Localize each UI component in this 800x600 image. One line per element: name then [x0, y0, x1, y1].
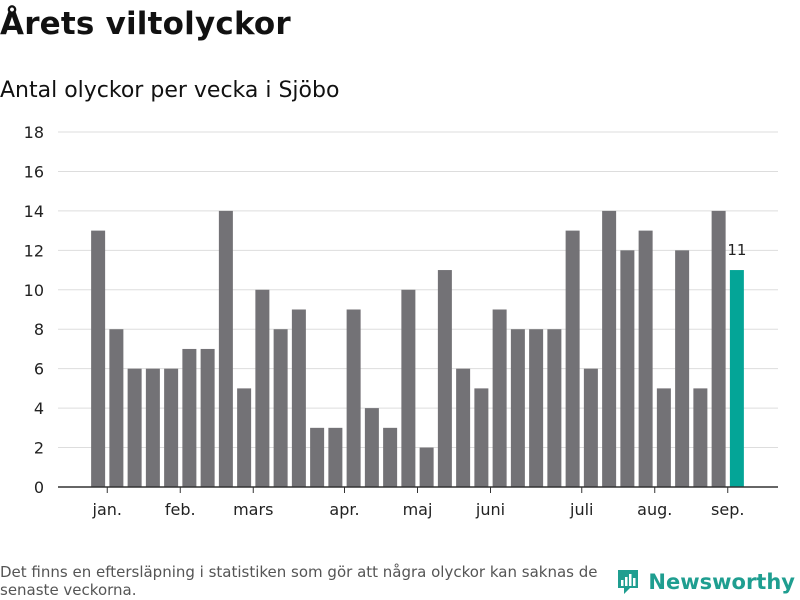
bar [492, 309, 507, 487]
y-tick-label: 2 [34, 439, 44, 458]
bar [565, 230, 580, 487]
x-tick-label: juni [475, 500, 505, 519]
bar [602, 210, 617, 487]
x-tick-label: feb. [165, 500, 196, 519]
bar [638, 230, 653, 487]
y-tick-label: 18 [24, 123, 44, 142]
bar [164, 368, 179, 487]
bar [127, 368, 142, 487]
y-tick-label: 12 [24, 241, 44, 260]
y-tick-label: 10 [24, 281, 44, 300]
bar [529, 329, 544, 487]
bar [675, 250, 690, 487]
gridlines [58, 131, 778, 449]
bar [401, 289, 416, 487]
bar [510, 329, 525, 487]
bar [656, 388, 671, 487]
bar [437, 270, 452, 487]
x-tick-label: aug. [637, 500, 672, 519]
y-tick-label: 14 [24, 202, 44, 221]
bar [364, 408, 379, 487]
bar [273, 329, 288, 487]
x-tick-label: jan. [92, 500, 122, 519]
x-tick-label: juli [569, 500, 593, 519]
bar [145, 368, 160, 487]
bar [237, 388, 252, 487]
brand: Newsworthy [616, 568, 795, 596]
y-tick-label: 16 [24, 162, 44, 181]
bar [711, 210, 726, 487]
x-tick-label: apr. [329, 500, 359, 519]
y-axis-ticks: 0 2 4 6 8 10 12 14 16 18 [24, 123, 44, 497]
bar [328, 427, 343, 487]
bar [693, 388, 708, 487]
bar-highlight [729, 270, 744, 487]
bar [109, 329, 124, 487]
bar [547, 329, 562, 487]
brand-name: Newsworthy [648, 570, 795, 594]
x-tick-label: sep. [711, 500, 744, 519]
bar [474, 388, 489, 487]
bar [200, 348, 215, 487]
bar [291, 309, 306, 487]
y-tick-label: 0 [34, 478, 44, 497]
footnote: Det finns en eftersläpning i statistiken… [0, 563, 598, 599]
bar [346, 309, 361, 487]
x-tick-label: maj [403, 500, 433, 519]
bars [91, 210, 744, 487]
bar [456, 368, 471, 487]
bar [310, 427, 325, 487]
bar [419, 447, 434, 487]
y-tick-label: 6 [34, 360, 44, 379]
y-tick-label: 4 [34, 399, 44, 418]
bar [182, 348, 197, 487]
bar [255, 289, 270, 487]
highlight-data-label: 11 [727, 241, 746, 259]
y-tick-label: 8 [34, 320, 44, 339]
chart-title: Årets viltolyckor [0, 6, 291, 42]
bar [583, 368, 598, 487]
bar [218, 210, 233, 487]
x-axis-ticks: jan. feb. mars apr. maj juni juli aug. sep. [92, 487, 744, 519]
bar [620, 250, 635, 487]
x-tick-label: mars [233, 500, 273, 519]
newsworthy-logo-icon [618, 570, 639, 594]
chart-subtitle: Antal olyckor per vecka i Sjöbo [0, 78, 340, 103]
bar [383, 427, 398, 487]
bar [91, 230, 106, 487]
